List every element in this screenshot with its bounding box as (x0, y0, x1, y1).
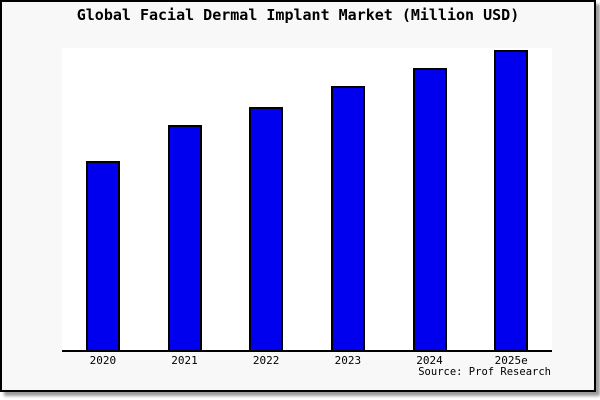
bar-slot-2024 (389, 48, 471, 350)
chart-title: Global Facial Dermal Implant Market (Mil… (76, 6, 520, 24)
bar-slot-2022 (225, 48, 307, 350)
bar-2023 (330, 86, 365, 350)
x-axis-labels: 2020 2021 2022 2023 2024 2025e (62, 354, 552, 367)
bar-slot-2025e (470, 48, 552, 350)
bar-2021 (167, 125, 202, 350)
x-tick-label-2024: 2024 (416, 354, 443, 367)
plot-area (62, 48, 552, 352)
bar-2025e (494, 50, 529, 350)
x-tick-label-2021: 2021 (171, 354, 198, 367)
bar-slot-2020 (62, 48, 144, 350)
chart-frame: Global Facial Dermal Implant Market (Mil… (0, 0, 596, 392)
x-tick-label-2023: 2023 (334, 354, 362, 367)
plot-region: 2020 2021 2022 2023 2024 2025e (62, 48, 552, 367)
x-tick-label-2022: 2022 (252, 354, 280, 367)
bar-2022 (249, 107, 284, 350)
bar-slot-2023 (307, 48, 389, 350)
x-tick-label-2020: 2020 (89, 354, 117, 367)
source-credit: Source: Prof Research (418, 366, 551, 378)
x-tick-label-2025e: 2025e (494, 354, 528, 367)
bar-slot-2021 (144, 48, 226, 350)
bar-2024 (412, 68, 447, 350)
bar-2020 (85, 161, 120, 350)
